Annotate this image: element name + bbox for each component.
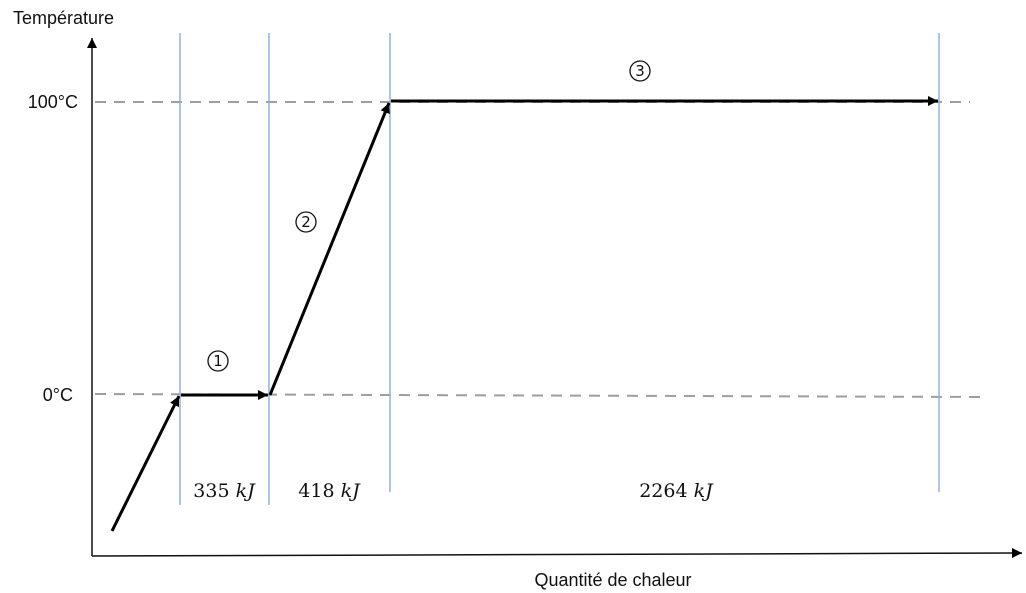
energy-label-segment-1: 335 kJ — [193, 480, 256, 502]
phase-marker-1: 1 — [207, 350, 229, 372]
svg-text:2: 2 — [301, 213, 311, 231]
y-tick-label-100c: 100°C — [28, 92, 78, 112]
heating-segment-2-warming — [268, 102, 391, 396]
heating-segment-ice — [110, 395, 181, 532]
svg-text:3: 3 — [635, 62, 645, 80]
x-axis-title: Quantité de chaleur — [534, 570, 691, 590]
y-axis-title: Température — [13, 8, 114, 28]
energy-label-segment-3: 2264 kJ — [639, 480, 714, 502]
phase-marker-3: 3 — [629, 60, 651, 82]
svg-text:1: 1 — [213, 352, 223, 370]
x-axis — [91, 548, 1023, 559]
y-tick-label-0c: 0°C — [43, 385, 73, 405]
reference-line-0c — [94, 393, 981, 398]
energy-label-segment-2: 418 kJ — [298, 480, 361, 502]
phase-marker-2: 2 — [295, 211, 317, 233]
